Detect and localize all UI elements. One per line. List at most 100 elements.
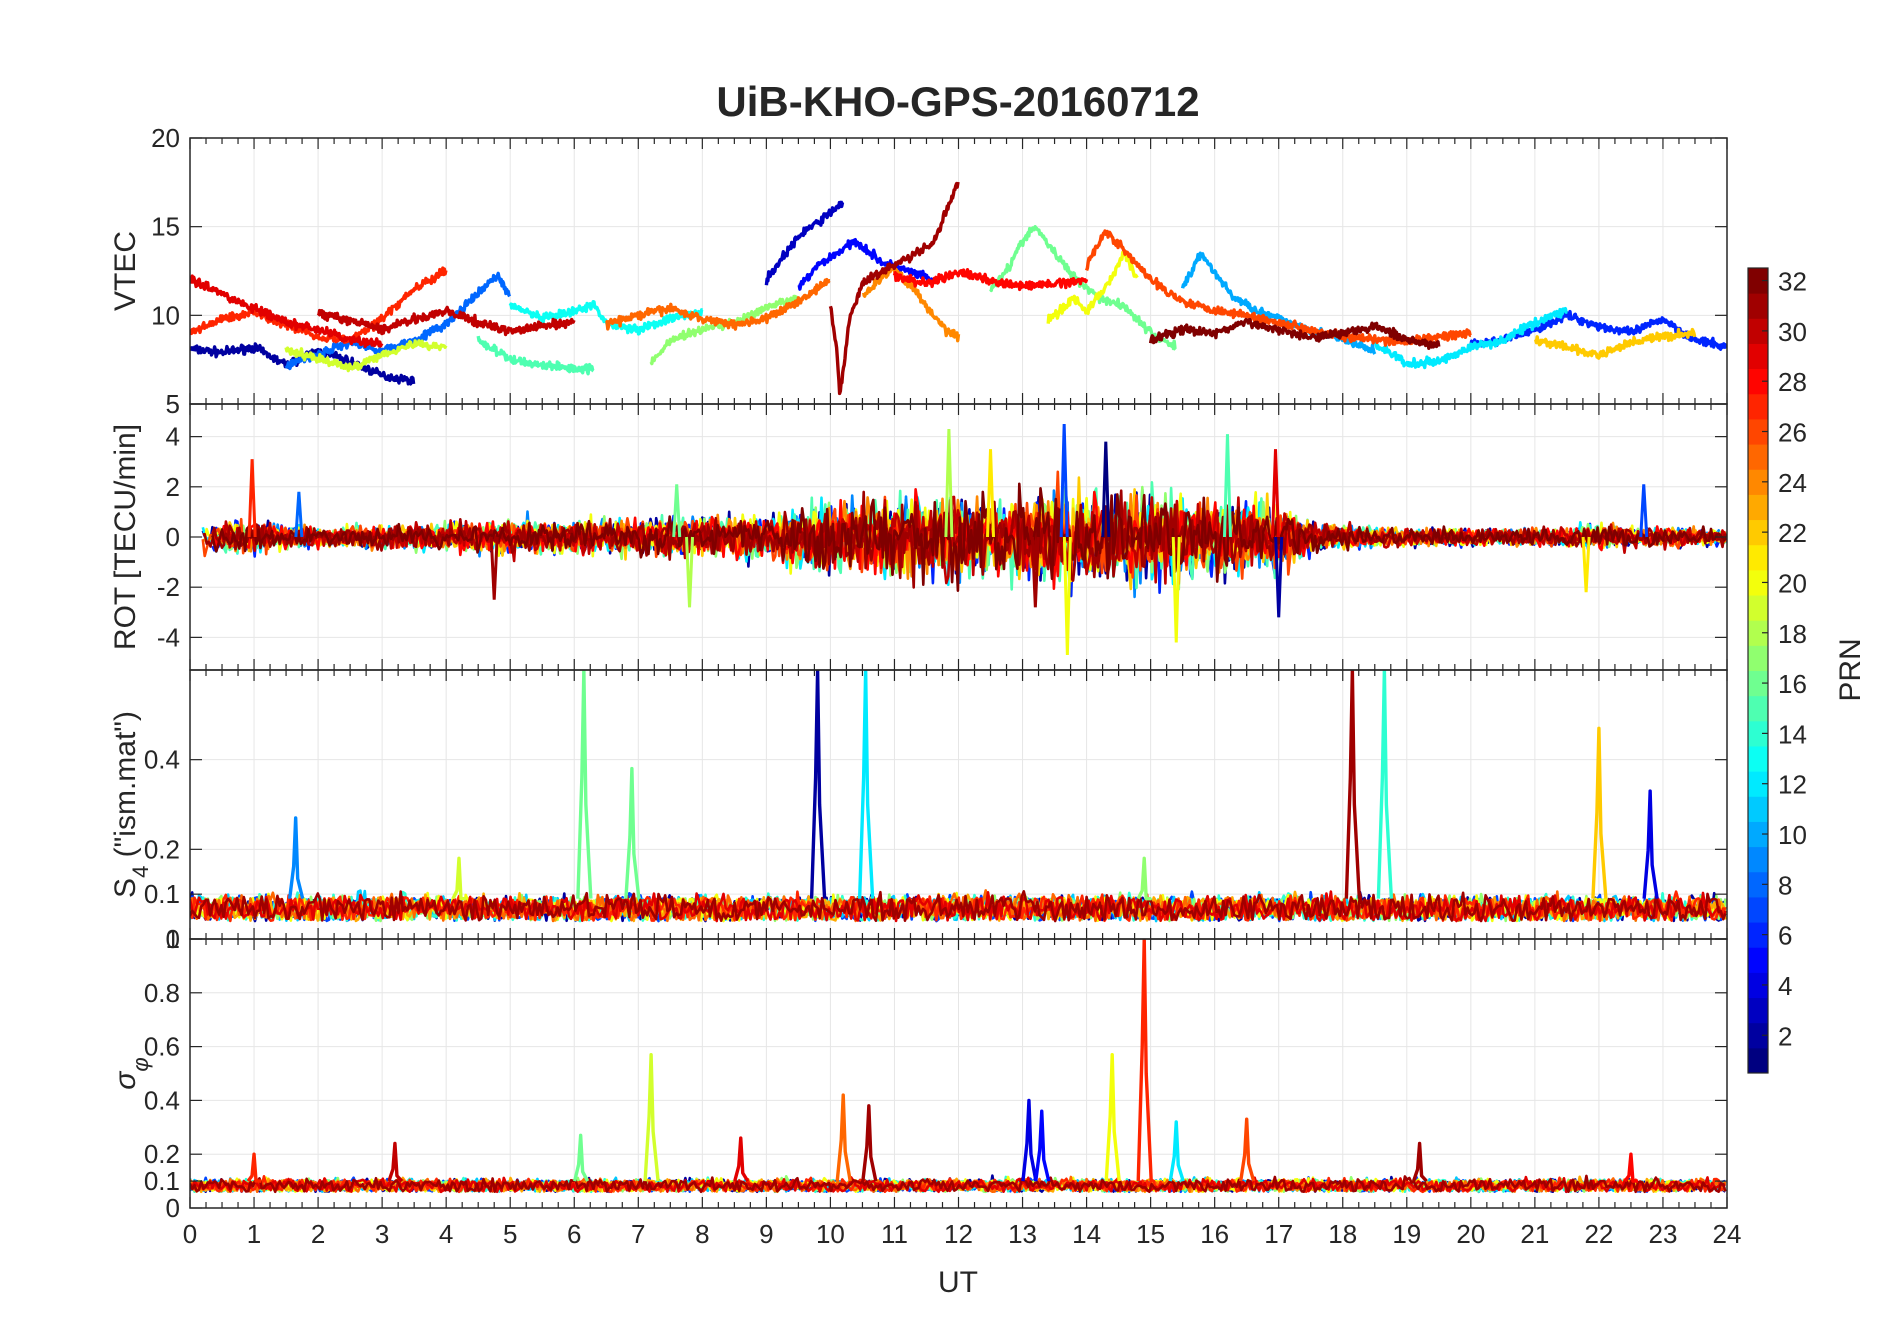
sigma_phi-spike-prn-29 (733, 1136, 750, 1182)
y-tick-label: 0.8 (144, 978, 180, 1008)
chart-title: UiB-KHO-GPS-20160712 (716, 78, 1199, 125)
x-tick-label: 17 (1264, 1219, 1293, 1249)
rot-spike (489, 536, 499, 600)
tick-labels: 5101520-4-202400.10.20.400.10.20.40.60.8… (144, 123, 1742, 1249)
s4-spike-prn-17 (1136, 856, 1152, 901)
x-axis-label: UT (938, 1266, 978, 1299)
panel-rot-series (201, 424, 1727, 655)
sigma_phi-spike-prn-31 (1411, 1141, 1428, 1183)
colorbar-cell-prn-16 (1748, 670, 1768, 697)
rot-spike (1222, 434, 1232, 538)
colorbar-cell-prn-15 (1748, 695, 1768, 722)
x-tick-label: 21 (1520, 1219, 1549, 1249)
rot-spike (1274, 536, 1284, 618)
colorbar-cell-prn-28 (1748, 368, 1768, 395)
x-tick-label: 0 (183, 1219, 197, 1249)
colorbar-cell-prn-12 (1748, 771, 1768, 797)
vtec-line-prn-12 (1373, 307, 1568, 370)
axes-frames (189, 137, 1728, 1209)
rot-spike (1101, 441, 1111, 538)
rot-spike (1581, 536, 1591, 593)
y-tick-label: 0.4 (144, 745, 180, 775)
vtec-line-prn-26 (1084, 229, 1472, 347)
sigma_phi-spike-prn-19 (643, 1052, 660, 1182)
sigma_phi-spike-prn-27 (246, 1152, 262, 1183)
rot-spike (685, 536, 695, 608)
colorbar-cell-prn-18 (1748, 620, 1768, 646)
colorbar-tick-label: 6 (1778, 921, 1792, 951)
colorbar-tick-label: 32 (1778, 267, 1807, 297)
colorbar-tick-label: 22 (1778, 518, 1807, 548)
colorbar-cell-prn-27 (1748, 393, 1768, 420)
colorbar-cell-prn-30 (1748, 318, 1768, 344)
rot-spike (1271, 449, 1281, 538)
colorbar-cell-prn-29 (1748, 343, 1768, 370)
colorbar-tick-label: 16 (1778, 669, 1807, 699)
x-tick-label: 2 (311, 1219, 325, 1249)
y-tick-label: 0 (166, 1193, 180, 1223)
y-tick-label: 0.2 (144, 1139, 180, 1169)
x-tick-label: 22 (1584, 1219, 1613, 1249)
panel-sigma_phi-y-label: σφ (109, 1057, 153, 1089)
sigma_phi-spike-prn-4 (1021, 1098, 1038, 1182)
colorbar-cell-prn-13 (1748, 745, 1768, 772)
vtec-line-prn-5 (797, 238, 935, 291)
sigma_phi-line-prn-31 (190, 1174, 1727, 1194)
rot-spike (294, 491, 304, 538)
colorbar-tick-label: 26 (1778, 418, 1807, 448)
colorbar-tick-label: 30 (1778, 317, 1807, 347)
colorbar-tick-label: 14 (1778, 719, 1807, 749)
s4-spike-prn-31 (1344, 670, 1362, 899)
colorbar-cell-prn-23 (1748, 494, 1768, 521)
panel-sigma_phi-series (190, 939, 1727, 1194)
colorbar-cell-prn-7 (1748, 896, 1768, 923)
x-tick-label: 4 (439, 1219, 453, 1249)
colorbar-tick-label: 2 (1778, 1021, 1792, 1051)
x-tick-label: 3 (375, 1219, 389, 1249)
colorbar-tick-label: 4 (1778, 971, 1792, 1001)
vtec-line-prn-31 (828, 181, 960, 396)
panel-vtec-y-label: VTEC (109, 231, 142, 311)
x-tick-label: 8 (695, 1219, 709, 1249)
x-tick-label: 15 (1136, 1219, 1165, 1249)
colorbar-cell-prn-17 (1748, 645, 1768, 671)
s4-spike-prn-4 (1642, 789, 1659, 899)
sigma_phi-spike-prn-12 (1168, 1120, 1185, 1182)
colorbar-cell-prn-6 (1748, 922, 1768, 948)
sigma_phi-spike-prn-16 (573, 1133, 590, 1182)
panel-s4-y-label: S4 ("ism.mat") (109, 711, 153, 898)
rot-spike (1639, 484, 1649, 538)
data-series (190, 181, 1727, 1194)
y-tick-label: 10 (151, 300, 180, 330)
rot-spike (1059, 424, 1069, 538)
colorbar-label: PRN (1834, 638, 1867, 701)
colorbar-cell-prn-3 (1748, 997, 1768, 1024)
colorbar-cell-prn-8 (1748, 871, 1768, 898)
colorbar-cell-prn-5 (1748, 947, 1768, 973)
colorbar-cell-prn-14 (1748, 720, 1768, 747)
y-tick-label: 0.4 (144, 1085, 180, 1115)
sigma_phi-spike-prn-30 (387, 1141, 404, 1183)
colorbar-tick-label: 20 (1778, 568, 1807, 598)
vtec-line-prn-16 (989, 225, 1177, 351)
axis-labels: UT VTEC ROT [TECU/min] S4 ("ism.mat") σφ (109, 231, 978, 1299)
rot-spike (1062, 536, 1072, 655)
x-tick-label: 13 (1008, 1219, 1037, 1249)
y-tick-label: 4 (166, 422, 180, 452)
x-tick-label: 1 (247, 1219, 261, 1249)
s4-line-prn-31 (190, 890, 1727, 923)
x-tick-label: 24 (1713, 1219, 1742, 1249)
y-tick-label: 1 (166, 924, 180, 954)
x-tick-label: 19 (1392, 1219, 1421, 1249)
colorbar-cell-prn-21 (1748, 544, 1768, 571)
y-tick-label: 2 (166, 472, 180, 502)
x-tick-label: 5 (503, 1219, 517, 1249)
y-tick-label: 0.6 (144, 1032, 180, 1062)
rot-spike (986, 449, 996, 538)
y-tick-label: 0 (166, 522, 180, 552)
s4-spike-prn-16 (624, 766, 641, 899)
panel-vtec-series (190, 181, 1727, 396)
colorbar-tick-label: 24 (1778, 468, 1807, 498)
